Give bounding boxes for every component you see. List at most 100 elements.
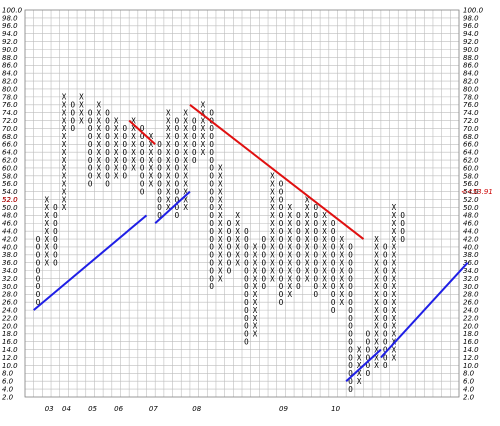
o-box: O <box>296 258 301 267</box>
y-tick-label-right: 40.0 <box>463 243 479 251</box>
o-box: O <box>140 164 145 173</box>
x-box: X <box>166 124 171 133</box>
o-box: O <box>175 187 180 196</box>
x-box: X <box>340 266 345 275</box>
o-box: O <box>36 282 41 291</box>
o-box: O <box>348 322 353 331</box>
x-box: X <box>287 274 292 283</box>
o-box: O <box>383 251 388 260</box>
o-box: O <box>279 274 284 283</box>
x-box: X <box>270 172 275 181</box>
o-box: O <box>296 251 301 260</box>
y-tick-label-right: 64.0 <box>463 149 479 157</box>
o-box: O <box>227 227 232 236</box>
x-box: X <box>270 195 275 204</box>
o-box: O <box>157 195 162 204</box>
o-box: O <box>36 266 41 275</box>
x-box: X <box>322 235 327 244</box>
year-label: 10 <box>331 405 340 413</box>
x-box: X <box>218 258 223 267</box>
support-trend-line <box>33 214 148 311</box>
x-box: X <box>62 180 67 189</box>
o-box: O <box>279 180 284 189</box>
x-box: X <box>218 195 223 204</box>
o-box: O <box>175 203 180 212</box>
o-box: O <box>88 124 93 133</box>
o-box: O <box>209 219 214 228</box>
o-box: O <box>366 353 371 362</box>
x-box: X <box>305 274 310 283</box>
x-box: X <box>183 180 188 189</box>
x-box: X <box>357 345 362 354</box>
x-box: X <box>235 211 240 220</box>
o-box: O <box>209 124 214 133</box>
o-box: O <box>314 211 319 220</box>
x-box: X <box>374 282 379 291</box>
o-box: O <box>314 274 319 283</box>
o-box: O <box>296 235 301 244</box>
x-box: X <box>218 266 223 275</box>
y-tick-label-right: 44.0 <box>463 228 479 236</box>
o-box: O <box>348 385 353 394</box>
y-tick-label-right: 42.0 <box>463 235 479 243</box>
x-box: X <box>218 211 223 220</box>
x-box: X <box>79 116 84 125</box>
x-box: X <box>166 156 171 165</box>
y-tick-label-right: 8.0 <box>463 370 475 378</box>
y-tick-label-right: 22.0 <box>463 314 479 322</box>
y-tick-label-right: 76.0 <box>463 101 479 109</box>
o-box: O <box>105 156 110 165</box>
x-box: X <box>340 243 345 252</box>
y-tick-label-left: 72.0 <box>2 117 18 125</box>
o-box: O <box>209 266 214 275</box>
y-tick-label-left: 68.0 <box>2 133 18 141</box>
o-box: O <box>366 369 371 378</box>
x-box: X <box>322 251 327 260</box>
y-tick-label-left: 58.0 <box>2 172 18 180</box>
x-box: X <box>392 219 397 228</box>
o-box: O <box>331 266 336 275</box>
x-box: X <box>253 243 258 252</box>
o-box: O <box>157 140 162 149</box>
y-axis-left: 2.04.06.08.010.012.014.016.018.020.022.0… <box>2 6 23 401</box>
x-box: X <box>392 258 397 267</box>
o-box: O <box>88 172 93 181</box>
o-box: O <box>105 140 110 149</box>
x-box: X <box>79 101 84 110</box>
o-box: O <box>314 251 319 260</box>
x-box: X <box>218 235 223 244</box>
o-box: O <box>209 164 214 173</box>
o-box: O <box>140 148 145 157</box>
o-box: O <box>348 314 353 323</box>
o-box: O <box>331 274 336 283</box>
o-box: O <box>348 345 353 354</box>
o-box: O <box>70 116 75 125</box>
x-box: X <box>97 172 102 181</box>
x-box: X <box>305 203 310 212</box>
y-tick-label-right: 10.0 <box>463 362 479 370</box>
o-box: O <box>296 243 301 252</box>
o-box: O <box>244 298 249 307</box>
year-label: 04 <box>62 405 71 413</box>
o-box: O <box>348 377 353 386</box>
pnf-column: OOOOOOOOOOOOOOOOOOOOOOO <box>209 108 214 291</box>
x-box: X <box>201 132 206 141</box>
x-box: X <box>270 258 275 267</box>
y-tick-label-left: 56.0 <box>2 180 18 188</box>
x-box: X <box>235 219 240 228</box>
x-box: X <box>374 251 379 260</box>
x-box: X <box>218 251 223 260</box>
o-box: O <box>123 132 128 141</box>
x-box: X <box>131 156 136 165</box>
o-box: O <box>261 258 266 267</box>
y-tick-label-left: 34.0 <box>2 267 18 275</box>
y-tick-label-left: 70.0 <box>2 125 18 133</box>
x-box: X <box>305 235 310 244</box>
